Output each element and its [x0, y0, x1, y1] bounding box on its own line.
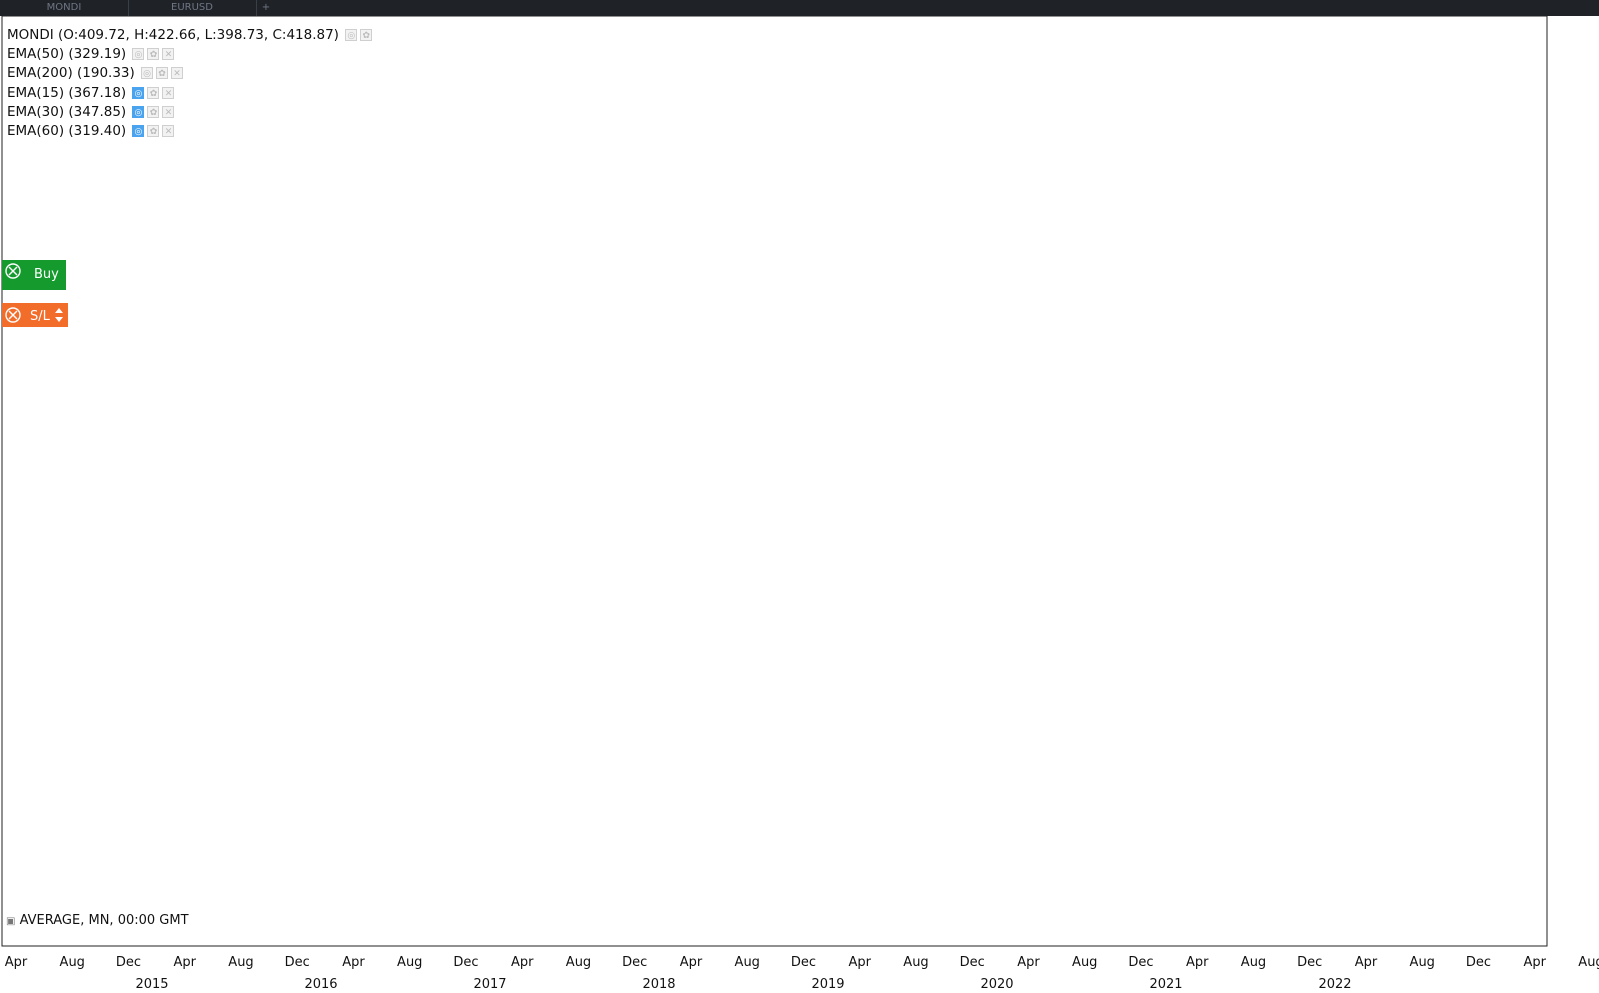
lock-icon: ▣ [6, 916, 16, 927]
x-year-label: 2017 [473, 977, 506, 992]
close-icon[interactable]: ✕ [162, 87, 175, 99]
legend-ema15-label: EMA(15) (367.18) [7, 85, 127, 101]
legend-ema60: EMA(60) (319.40) ◎ ✿ ✕ [7, 122, 177, 140]
x-tick-label: Dec [453, 955, 478, 970]
x-tick-label: Aug [1072, 955, 1097, 970]
legend-ema50: EMA(50) (329.19) ◎ ✿ ✕ [7, 45, 177, 63]
x-tick-label: Aug [60, 955, 85, 970]
x-tick-label: Aug [397, 955, 422, 970]
x-tick-label: Apr [1524, 955, 1547, 970]
gear-icon[interactable]: ✿ [360, 29, 373, 41]
gear-icon[interactable]: ✿ [156, 67, 169, 79]
x-tick-label: Dec [1297, 955, 1322, 970]
chevron-down-icon [55, 317, 63, 322]
close-icon[interactable]: ✕ [171, 67, 184, 79]
x-tick-label: Aug [903, 955, 928, 970]
x-year-label: 2021 [1149, 977, 1182, 992]
visibility-icon[interactable]: ◎ [132, 87, 145, 99]
x-tick-label: Dec [116, 955, 141, 970]
x-tick-label: Aug [1578, 955, 1599, 970]
x-tick-label: Aug [1410, 955, 1435, 970]
x-tick-label: Dec [960, 955, 985, 970]
add-tab-button[interactable]: + [261, 2, 271, 13]
gear-icon[interactable]: ✿ [147, 48, 160, 60]
visibility-icon[interactable]: ◎ [345, 29, 358, 41]
visibility-icon[interactable]: ◎ [132, 106, 145, 118]
legend-main-buttons: ◎ ✿ [345, 26, 375, 44]
timeframe-text: AVERAGE, MN, 00:00 GMT [19, 913, 189, 928]
x-tick-label: Aug [228, 955, 253, 970]
legend-main: MONDI (O:409.72, H:422.66, L:398.73, C:4… [7, 26, 375, 44]
legend-main-text: MONDI (O:409.72, H:422.66, L:398.73, C:4… [7, 27, 339, 43]
sl-label: S/L [30, 309, 51, 324]
x-tick-label: Apr [174, 955, 197, 970]
price-chart[interactable]: 100.00200.00300.00400.00500.00 AprAugDec… [0, 16, 1599, 993]
x-year-label: 2018 [642, 977, 675, 992]
close-icon[interactable]: ✕ [162, 125, 175, 137]
legend-ema50-label: EMA(50) (329.19) [7, 46, 127, 62]
legend-ema30: EMA(30) (347.85) ◎ ✿ ✕ [7, 103, 177, 121]
legend-ema30-label: EMA(30) (347.85) [7, 104, 127, 120]
legend-ema15: EMA(15) (367.18) ◎ ✿ ✕ [7, 84, 177, 102]
plot-area [1, 16, 1548, 947]
buy-label: Buy [34, 267, 59, 282]
buy-button[interactable]: Buy [2, 260, 66, 290]
legend-ema200-label: EMA(200) (190.33) [7, 65, 135, 81]
close-icon [5, 307, 21, 323]
x-tick-label: Apr [5, 955, 28, 970]
x-year-label: 2020 [980, 977, 1013, 992]
close-icon [5, 263, 21, 279]
x-tick-label: Aug [566, 955, 591, 970]
time-axis: Apr Aug Dec Apr Aug Dec Apr Aug Dec Apr Aug Dec Apr A… [5, 955, 1599, 992]
close-icon[interactable]: ✕ [162, 48, 175, 60]
x-tick-label: Dec [1466, 955, 1491, 970]
x-tick-label: Dec [1128, 955, 1153, 970]
close-icon[interactable]: ✕ [162, 106, 175, 118]
x-tick-label: Apr [1017, 955, 1040, 970]
timeframe-label: ▣ AVERAGE, MN, 00:00 GMT [6, 913, 189, 928]
x-year-label: 2015 [135, 977, 168, 992]
x-year-label: 2016 [304, 977, 337, 992]
gear-icon[interactable]: ✿ [147, 87, 160, 99]
x-tick-label: Aug [1241, 955, 1266, 970]
visibility-icon[interactable]: ◎ [132, 48, 145, 60]
visibility-icon[interactable]: ◎ [141, 67, 154, 79]
x-tick-label: Apr [1186, 955, 1209, 970]
legend-ema200: EMA(200) (190.33) ◎ ✿ ✕ [7, 64, 186, 82]
x-tick-label: Apr [1355, 955, 1378, 970]
x-tick-label: Apr [849, 955, 872, 970]
gear-icon[interactable]: ✿ [147, 125, 160, 137]
x-year-label: 2019 [811, 977, 844, 992]
legend-ema60-label: EMA(60) (319.40) [7, 123, 127, 139]
visibility-icon[interactable]: ◎ [132, 125, 145, 137]
x-year-label: 2022 [1318, 977, 1351, 992]
x-tick-label: Dec [285, 955, 310, 970]
tab-bar: MONDI EURUSD + [0, 0, 1599, 16]
gear-icon[interactable]: ✿ [147, 106, 160, 118]
stop-loss-button[interactable]: S/L [2, 303, 68, 327]
x-tick-label: Apr [511, 955, 534, 970]
x-tick-label: Dec [622, 955, 647, 970]
tab-mondi[interactable]: MONDI [0, 0, 129, 16]
x-tick-label: Apr [680, 955, 703, 970]
x-tick-label: Aug [735, 955, 760, 970]
tab-eurusd[interactable]: EURUSD [128, 0, 257, 16]
x-tick-label: Apr [342, 955, 365, 970]
x-tick-label: Dec [791, 955, 816, 970]
chevron-up-icon [55, 308, 63, 313]
